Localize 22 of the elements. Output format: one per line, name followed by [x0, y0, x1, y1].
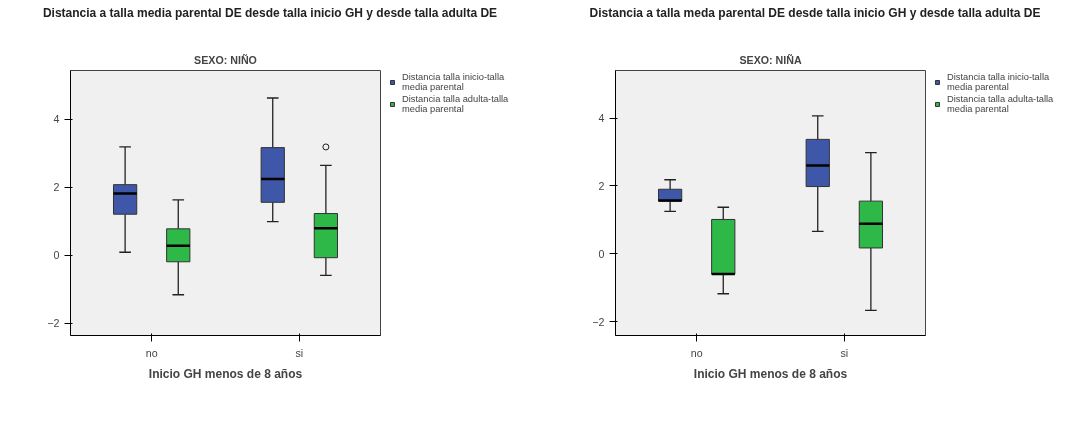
legend-label: Distancia talla inicio-talla media parental	[402, 72, 505, 92]
y-tick-label: −2	[592, 315, 605, 328]
y-tick-label: 2	[598, 179, 605, 192]
chart-title: Distancia a talla media parental DE desde talla inicio GH y desde talla adulta DE	[42, 5, 498, 22]
legend-label: Distancia talla adulta-talla media parental	[947, 94, 1054, 114]
y-tick-label: 4	[598, 112, 605, 124]
legend-label: Distancia talla inicio-talla media parental	[947, 72, 1050, 92]
legend-label: Distancia talla adulta-talla media parental	[402, 94, 509, 114]
x-axis-title: Inicio GH menos de 8 años	[148, 366, 303, 381]
x-tick-label: no	[690, 346, 703, 359]
chart-subtitle: SEXO: NIÑA	[739, 53, 802, 66]
y-tick-label: −2	[47, 317, 60, 330]
y-tick-label: 0	[53, 249, 60, 262]
x-tick-label: si	[840, 346, 849, 359]
y-tick-label: 4	[53, 113, 60, 126]
x-tick-label: si	[295, 346, 304, 359]
y-tick-label: 0	[598, 247, 605, 260]
chart-subtitle: SEXO: NIÑO	[194, 53, 257, 66]
x-tick-label: no	[145, 346, 158, 359]
chart-title: Distancia a talla meda parental DE desde talla inicio GH y desde talla adulta DE	[589, 5, 1041, 22]
y-tick-label: 2	[53, 181, 60, 194]
x-axis-title: Inicio GH menos de 8 años	[693, 366, 848, 381]
